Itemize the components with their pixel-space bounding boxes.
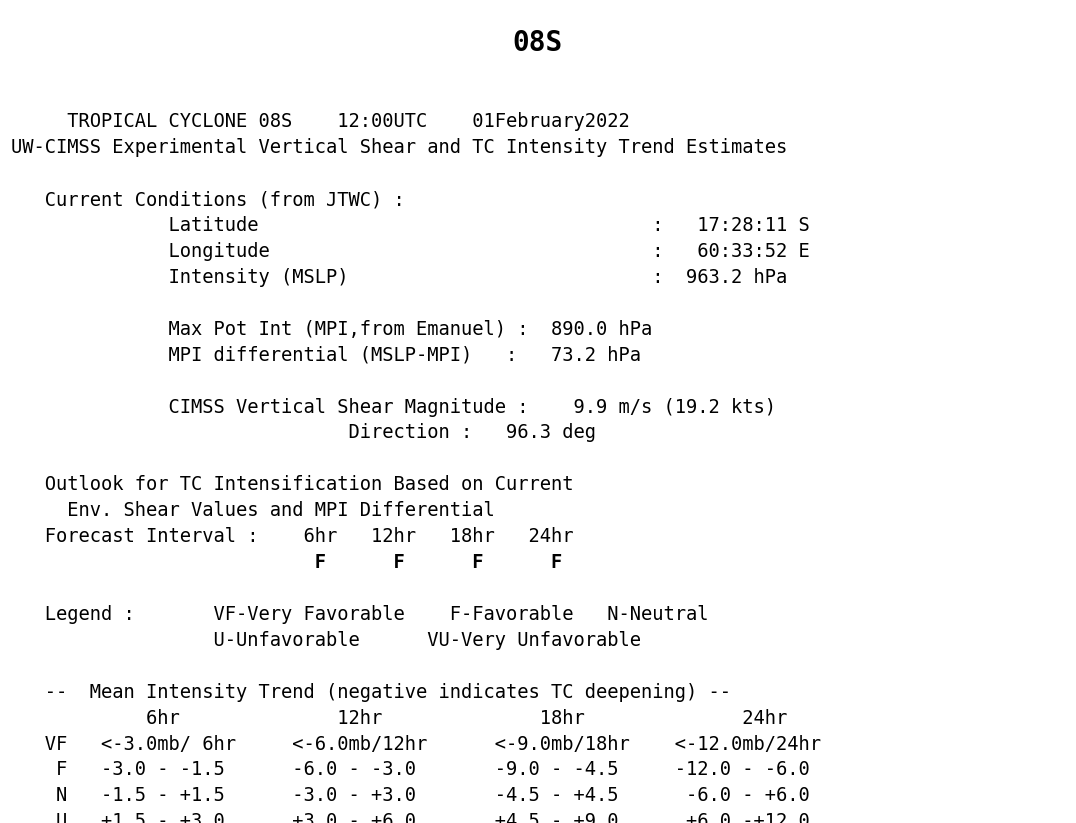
Text: Direction :   96.3 deg: Direction : 96.3 deg [11,423,596,443]
Text: F      F      F      F: F F F F [11,553,562,572]
Text: Current Conditions (from JTWC) :: Current Conditions (from JTWC) : [11,190,405,209]
Text: F   -3.0 - -1.5      -6.0 - -3.0       -9.0 - -4.5     -12.0 - -6.0: F -3.0 - -1.5 -6.0 - -3.0 -9.0 - -4.5 -1… [11,760,809,779]
Text: Latitude                                   :   17:28:11 S: Latitude : 17:28:11 S [11,216,809,235]
Text: U-Unfavorable      VU-Very Unfavorable: U-Unfavorable VU-Very Unfavorable [11,630,641,650]
Text: Env. Shear Values and MPI Differential: Env. Shear Values and MPI Differential [11,501,495,520]
Text: Intensity (MSLP)                           :  963.2 hPa: Intensity (MSLP) : 963.2 hPa [11,267,787,287]
Text: 6hr              12hr              18hr              24hr: 6hr 12hr 18hr 24hr [11,709,787,728]
Text: Forecast Interval :    6hr   12hr   18hr   24hr: Forecast Interval : 6hr 12hr 18hr 24hr [11,527,574,546]
Text: 08S: 08S [513,29,563,57]
Text: MPI differential (MSLP-MPI)   :   73.2 hPa: MPI differential (MSLP-MPI) : 73.2 hPa [11,346,641,365]
Text: Max Pot Int (MPI,from Emanuel) :  890.0 hPa: Max Pot Int (MPI,from Emanuel) : 890.0 h… [11,319,652,339]
Text: U   +1.5 - +3.0      +3.0 - +6.0       +4.5 - +9.0      +6.0 -+12.0: U +1.5 - +3.0 +3.0 - +6.0 +4.5 - +9.0 +6… [11,812,809,823]
Text: Outlook for TC Intensification Based on Current: Outlook for TC Intensification Based on … [11,475,574,495]
Text: Longitude                                  :   60:33:52 E: Longitude : 60:33:52 E [11,242,809,261]
Text: VF   <-3.0mb/ 6hr     <-6.0mb/12hr      <-9.0mb/18hr    <-12.0mb/24hr: VF <-3.0mb/ 6hr <-6.0mb/12hr <-9.0mb/18h… [11,734,821,754]
Text: UW-CIMSS Experimental Vertical Shear and TC Intensity Trend Estimates: UW-CIMSS Experimental Vertical Shear and… [11,138,787,157]
Text: CIMSS Vertical Shear Magnitude :    9.9 m/s (19.2 kts): CIMSS Vertical Shear Magnitude : 9.9 m/s… [11,398,776,416]
Text: Legend :       VF-Very Favorable    F-Favorable   N-Neutral: Legend : VF-Very Favorable F-Favorable N… [11,605,708,624]
Text: N   -1.5 - +1.5      -3.0 - +3.0       -4.5 - +4.5      -6.0 - +6.0: N -1.5 - +1.5 -3.0 - +3.0 -4.5 - +4.5 -6… [11,786,809,806]
Text: TROPICAL CYCLONE 08S    12:00UTC    01February2022: TROPICAL CYCLONE 08S 12:00UTC 01February… [11,112,629,132]
Text: --  Mean Intensity Trend (negative indicates TC deepening) --: -- Mean Intensity Trend (negative indica… [11,682,731,702]
